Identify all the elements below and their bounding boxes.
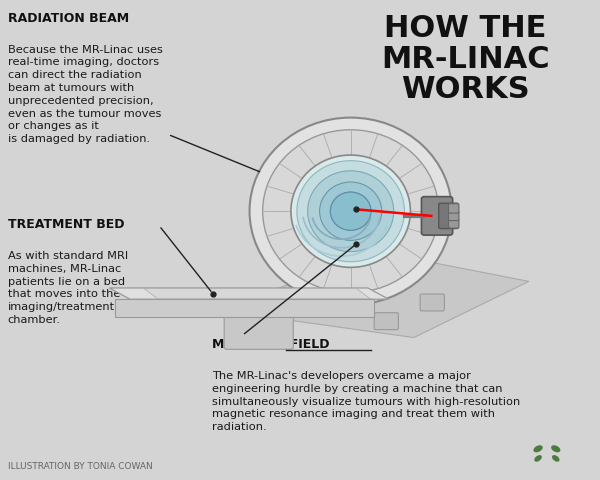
Polygon shape [144,288,370,299]
Text: ILLUSTRATION BY TONIA COWAN: ILLUSTRATION BY TONIA COWAN [8,462,152,471]
Text: The MR-Linac's developers overcame a major
engineering hurdle by creating a mach: The MR-Linac's developers overcame a maj… [212,371,520,432]
Text: As with standard MRI
machines, MR-Linac
patients lie on a bed
that moves into th: As with standard MRI machines, MR-Linac … [8,251,128,325]
Polygon shape [109,288,389,299]
Ellipse shape [533,445,543,452]
Ellipse shape [534,455,542,462]
Ellipse shape [331,192,371,230]
Text: RADIATION BEAM: RADIATION BEAM [8,12,129,25]
FancyBboxPatch shape [420,294,445,311]
Text: Because the MR-Linac uses
real-time imaging, doctors
can direct the radiation
be: Because the MR-Linac uses real-time imag… [8,45,163,144]
FancyBboxPatch shape [449,219,459,228]
Ellipse shape [297,161,404,262]
FancyBboxPatch shape [449,204,459,213]
Ellipse shape [291,155,410,267]
FancyBboxPatch shape [449,211,459,221]
Text: MAGNETIC FIELD: MAGNETIC FIELD [212,338,329,351]
Text: HOW THE
MR-LINAC
WORKS: HOW THE MR-LINAC WORKS [381,14,550,104]
Ellipse shape [551,445,560,452]
Ellipse shape [552,455,560,462]
Polygon shape [115,299,374,317]
FancyBboxPatch shape [224,293,293,349]
Ellipse shape [320,182,382,240]
FancyBboxPatch shape [374,313,398,330]
Ellipse shape [250,118,452,305]
Ellipse shape [308,171,394,252]
FancyBboxPatch shape [421,197,452,235]
FancyBboxPatch shape [439,203,458,228]
Ellipse shape [263,130,439,293]
Polygon shape [213,253,529,337]
Text: TREATMENT BED: TREATMENT BED [8,218,124,231]
Ellipse shape [331,192,371,230]
